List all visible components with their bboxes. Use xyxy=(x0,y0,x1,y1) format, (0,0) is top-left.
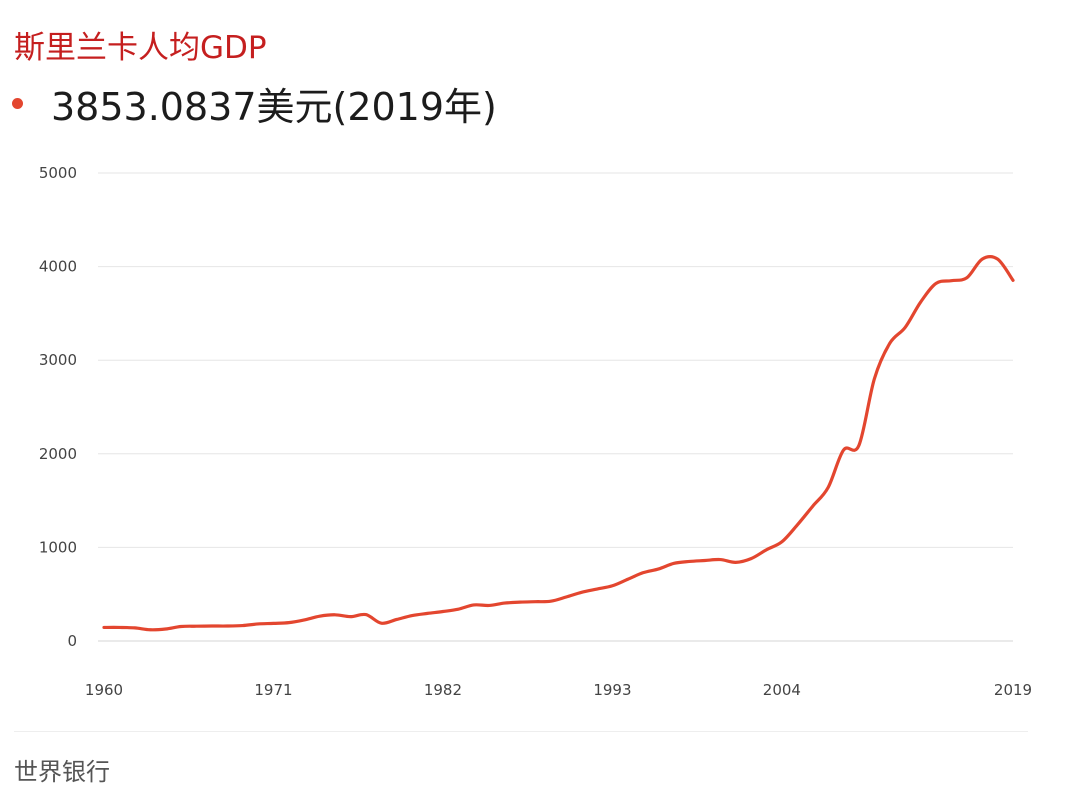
chart-title: 斯里兰卡人均GDP xyxy=(14,30,267,66)
current-value-text: 3853.0837美元(2019年) xyxy=(51,84,497,129)
y-tick-label: 4000 xyxy=(39,258,77,276)
x-tick-label: 1960 xyxy=(85,681,123,699)
y-tick-label: 5000 xyxy=(39,164,77,182)
x-tick-label: 2019 xyxy=(994,681,1032,699)
y-tick-label: 1000 xyxy=(39,538,77,556)
y-tick-label: 0 xyxy=(67,632,77,650)
y-axis-ticks: 0 1000 2000 3000 4000 5000 xyxy=(39,164,77,650)
line-chart: 0 1000 2000 3000 4000 5000 1960 1971 1982 1993 20… xyxy=(39,164,1032,699)
x-tick-label: 1982 xyxy=(424,681,462,699)
x-tick-label: 1993 xyxy=(593,681,631,699)
footer-divider xyxy=(14,731,1028,732)
x-tick-label: 2004 xyxy=(763,681,801,699)
y-tick-label: 2000 xyxy=(39,445,77,463)
source-label: 世界银行 xyxy=(14,758,110,786)
gridlines xyxy=(98,172,1013,642)
x-tick-label: 1971 xyxy=(254,681,292,699)
gdp-per-capita-series-line xyxy=(102,255,1015,632)
x-axis-ticks: 1960 1971 1982 1993 2004 2019 xyxy=(85,681,1032,699)
current-value-row: 3853.0837美元(2019年) xyxy=(12,78,497,129)
y-tick-label: 3000 xyxy=(39,351,77,369)
legend-bullet-icon xyxy=(12,97,23,109)
